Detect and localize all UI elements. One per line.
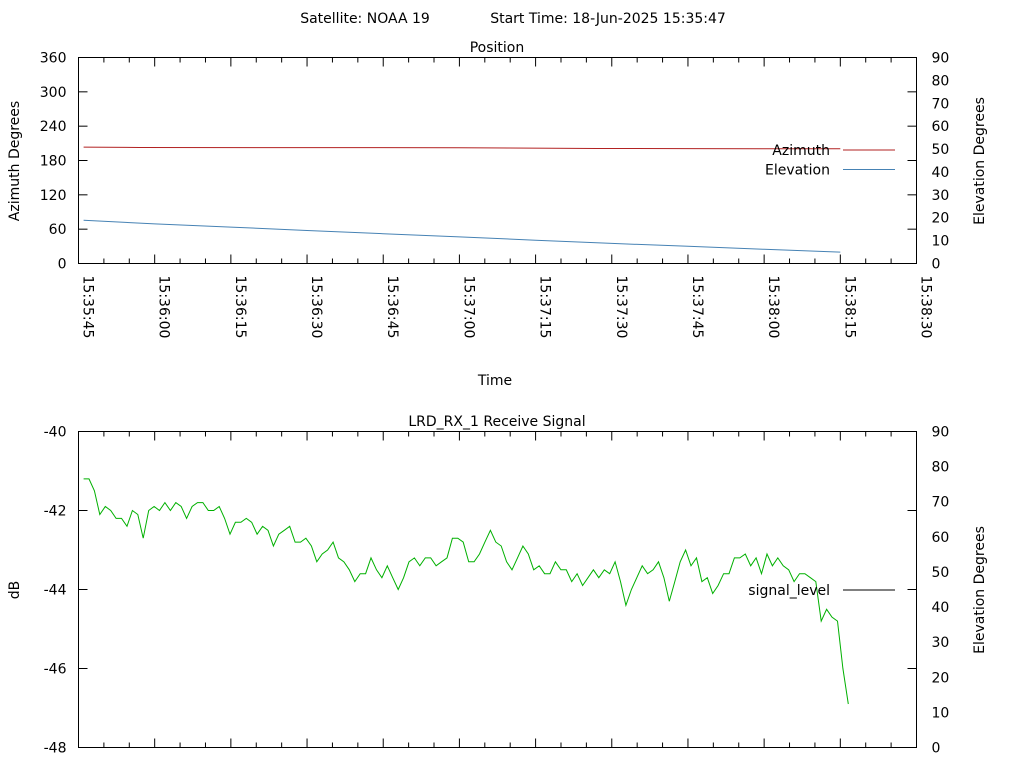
position-x-tick-label: 15:36:00	[156, 276, 172, 339]
signal-y2-tick-label: 60	[932, 530, 950, 546]
series-line-signal-level	[83, 478, 849, 705]
signal-y2-tick-label: 20	[932, 670, 950, 686]
position-y2-tick-label: 70	[932, 96, 950, 112]
signal-chart: LRD_RX_1 Receive Signal dB Elevation Deg…	[7, 414, 988, 757]
position-y-tick-label: 300	[40, 85, 67, 101]
position-x-tick-label: 15:38:00	[765, 276, 781, 339]
position-x-tick-label: 15:36:45	[384, 276, 400, 339]
position-y-tick-label: 120	[40, 188, 67, 204]
satellite-label: Satellite: NOAA 19	[300, 11, 430, 27]
position-x-tick-label: 15:36:15	[232, 276, 248, 339]
signal-chart-title: LRD_RX_1 Receive Signal	[408, 414, 585, 430]
signal-y2-tick-label: 50	[932, 565, 950, 581]
position-x-tick-label: 15:37:00	[460, 276, 476, 339]
position-x-tick-label: 15:38:30	[918, 276, 934, 339]
signal-y2-axis-label: Elevation Degrees	[972, 526, 988, 654]
position-x-tick-label: 15:37:15	[537, 276, 553, 339]
position-y2-tick-label: 50	[932, 142, 950, 158]
series-line-elevation	[83, 219, 841, 253]
position-plot-frame	[78, 57, 917, 264]
position-x-axis-label: Time	[477, 373, 512, 389]
position-y-axis-label: Azimuth Degrees	[7, 101, 23, 221]
position-y2-tick-label: 60	[932, 119, 950, 135]
signal-y2-tick-label: 10	[932, 705, 950, 721]
position-y2-tick-label: 30	[932, 188, 950, 204]
position-y2-tick-label: 40	[932, 165, 950, 181]
start-time-label: Start Time: 18-Jun-2025 15:35:47	[490, 11, 726, 27]
position-y-tick-label: 360	[40, 51, 67, 67]
position-y-tick-label: 180	[40, 154, 67, 170]
legend-label-signal-level: signal_level	[748, 583, 830, 599]
legend-label-elevation: Elevation	[765, 163, 830, 179]
position-x-tick-label: 15:35:45	[80, 276, 96, 339]
position-chart: Position Azimuth Degrees Elevation Degre…	[7, 40, 988, 389]
position-x-tick-label: 15:37:30	[613, 276, 629, 339]
signal-y-tick-label: -46	[44, 662, 67, 678]
signal-y2-tick-label: 0	[932, 741, 941, 757]
position-x-tick-label: 15:38:15	[841, 276, 857, 339]
position-chart-title: Position	[470, 40, 525, 56]
signal-y-axis-label: dB	[7, 581, 23, 600]
position-x-tick-label: 15:36:30	[308, 276, 324, 339]
legend-label-azimuth: Azimuth	[772, 143, 830, 159]
position-y2-tick-label: 0	[932, 257, 941, 273]
signal-y2-tick-label: 70	[932, 495, 950, 511]
signal-y-tick-label: -48	[44, 741, 67, 757]
position-x-tick-label: 15:37:45	[689, 276, 705, 339]
position-y2-axis-label: Elevation Degrees	[972, 97, 988, 225]
position-y2-tick-label: 80	[932, 73, 950, 89]
position-y2-tick-label: 90	[932, 51, 950, 67]
position-y-tick-label: 60	[49, 222, 67, 238]
signal-y2-tick-label: 90	[932, 425, 950, 441]
signal-y2-tick-label: 30	[932, 635, 950, 651]
series-line-azimuth	[83, 146, 841, 150]
signal-y2-tick-label: 80	[932, 460, 950, 476]
position-y-tick-label: 0	[58, 257, 67, 273]
position-y2-tick-label: 10	[932, 234, 950, 250]
signal-y-tick-label: -40	[44, 425, 67, 441]
signal-y-tick-label: -44	[44, 583, 67, 599]
position-y2-tick-label: 20	[932, 211, 950, 227]
signal-y-tick-label: -42	[44, 504, 67, 520]
signal-y2-tick-label: 40	[932, 600, 950, 616]
position-y-tick-label: 240	[40, 119, 67, 135]
